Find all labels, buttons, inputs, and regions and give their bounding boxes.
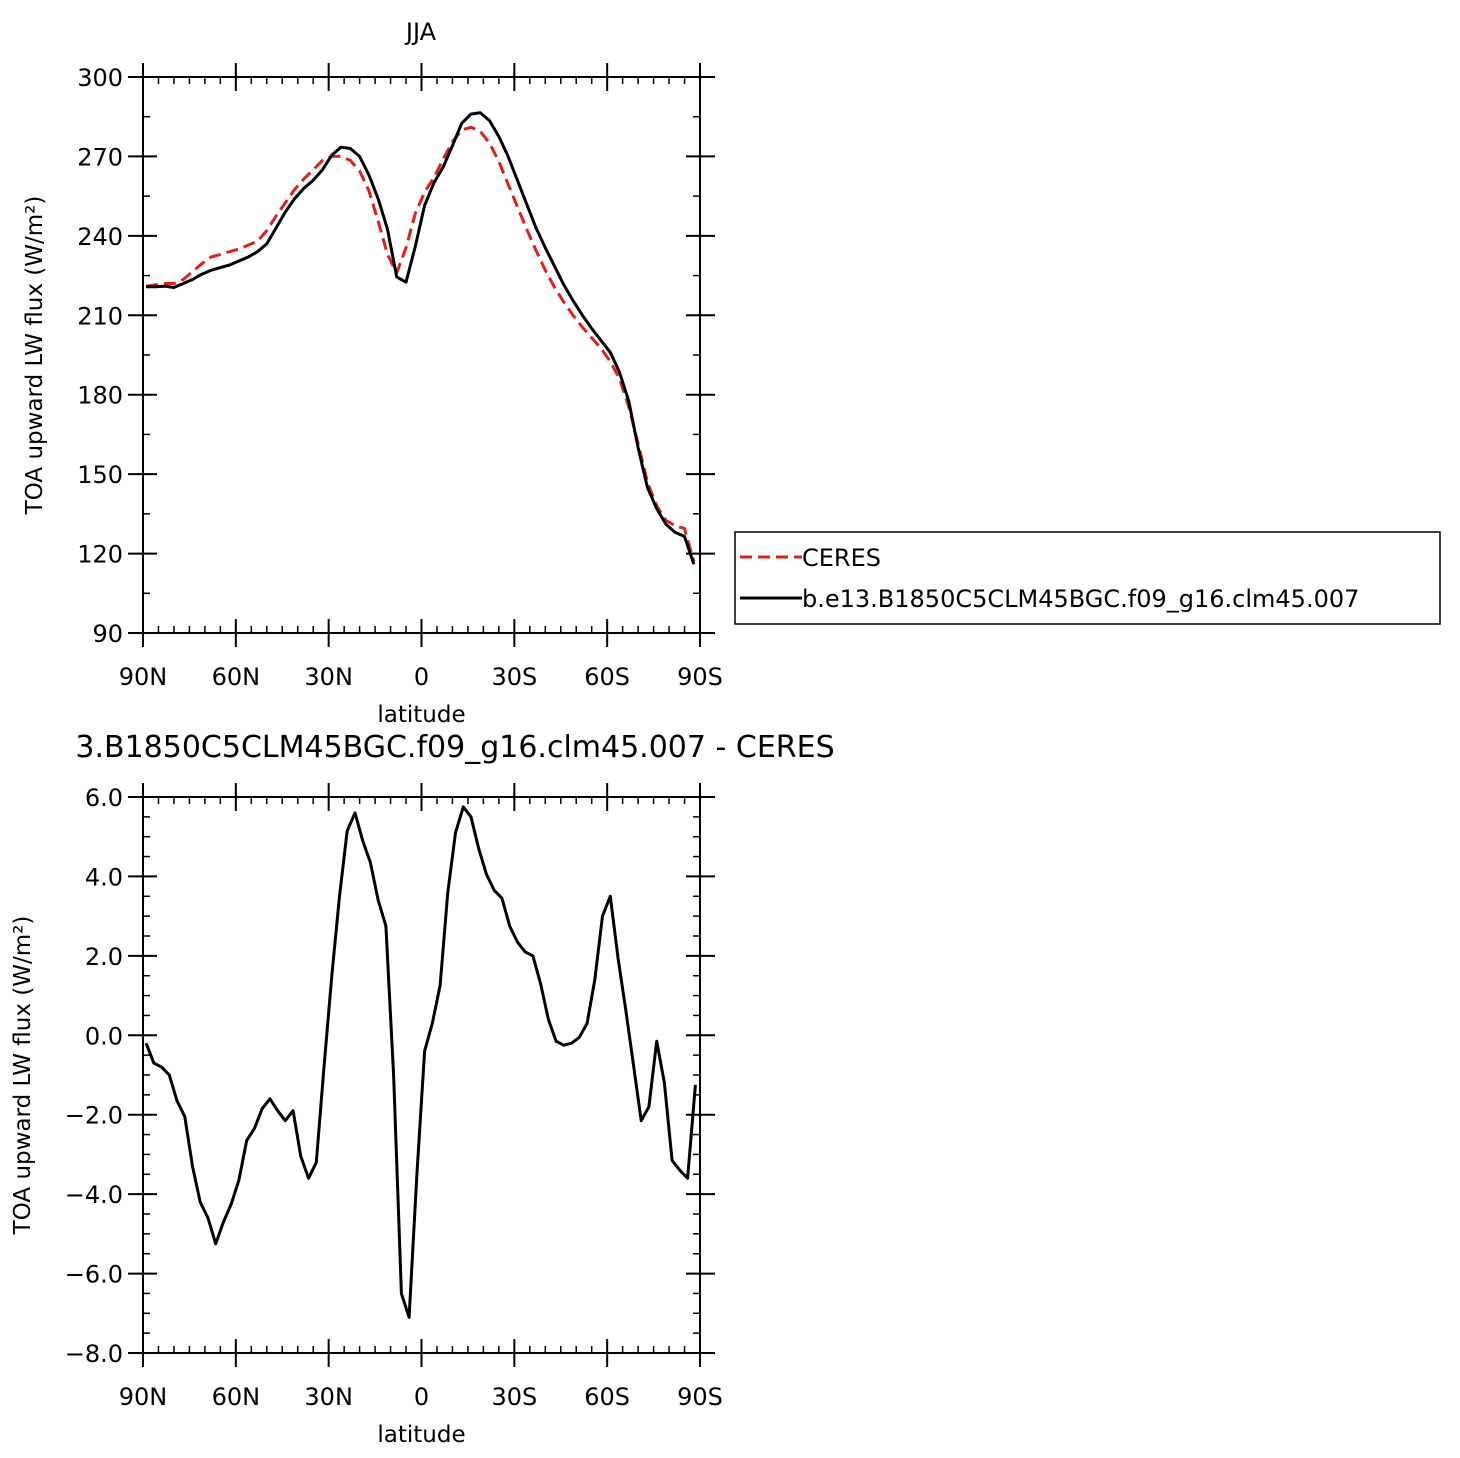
bottom-y-tick-label: −4.0 xyxy=(65,1181,123,1209)
bottom-y-tick-label: −6.0 xyxy=(65,1261,123,1289)
bottom-x-tick-label: 60S xyxy=(584,1383,630,1411)
top-x-tick-label: 90S xyxy=(677,663,723,691)
bottom-x-axis-label: latitude xyxy=(377,1422,465,1448)
bottom-y-tick-label: 6.0 xyxy=(85,784,123,812)
top-panel-jja: JJA 90 120 150 180 210 240 270 300 90N 60N 30N 0 30S 6… xyxy=(22,18,1441,728)
bottom-chart-title: 3.B1850C5CLM45BGC.f09_g16.clm45.007 - CE… xyxy=(75,730,834,765)
top-series-line-1 xyxy=(146,111,696,565)
legend: CERES b.e13.B1850C5CLM45BGC.f09_g16.clm45… xyxy=(734,531,1441,625)
bottom-y-tick-label: 2.0 xyxy=(85,943,123,971)
bottom-y-tick-label: −2.0 xyxy=(65,1102,123,1130)
top-x-tick-label: 90N xyxy=(119,663,168,691)
top-series-line-0 xyxy=(145,125,696,562)
legend-label-1: b.e13.B1850C5CLM45BGC.f09_g16.clm45.007 xyxy=(802,585,1359,613)
top-y-axis-label: TOA upward LW flux (W/m²) xyxy=(22,196,48,516)
bottom-y-axis-label: TOA upward LW flux (W/m²) xyxy=(10,916,36,1236)
top-y-tick-label: 240 xyxy=(77,223,123,251)
top-y-tick-label: 270 xyxy=(77,143,123,171)
top-chart-title: JJA xyxy=(404,18,437,46)
top-x-tick-label: 0 xyxy=(414,663,429,691)
bottom-panel-difference: 3.B1850C5CLM45BGC.f09_g16.clm45.007 - CE… xyxy=(10,730,835,1448)
top-x-axis-label: latitude xyxy=(377,702,465,728)
legend-box xyxy=(734,531,1441,625)
top-x-tick-label: 30N xyxy=(304,663,353,691)
bottom-series-line-0 xyxy=(144,805,697,1319)
bottom-x-tick-label: 90N xyxy=(119,1383,168,1411)
bottom-x-tick-label: 90S xyxy=(677,1383,723,1411)
legend-label-0: CERES xyxy=(802,544,881,572)
top-x-tick-label: 30S xyxy=(491,663,537,691)
bottom-x-tick-label: 30N xyxy=(304,1383,353,1411)
top-y-tick-label: 210 xyxy=(77,302,123,330)
top-y-tick-label: 120 xyxy=(77,541,123,569)
bottom-plot-frame xyxy=(142,796,701,1354)
bottom-y-tick-label: 4.0 xyxy=(85,863,123,891)
top-x-tick-label: 60N xyxy=(212,663,261,691)
bottom-x-tick-label: 30S xyxy=(491,1383,537,1411)
bottom-x-tick-label: 0 xyxy=(414,1383,429,1411)
top-y-tick-label: 180 xyxy=(77,382,123,410)
bottom-y-tick-label: −8.0 xyxy=(65,1340,123,1368)
bottom-y-tick-label: 0.0 xyxy=(85,1022,123,1050)
top-y-tick-label: 300 xyxy=(77,64,123,92)
top-plot-frame xyxy=(142,76,701,634)
top-x-tick-label: 60S xyxy=(584,663,630,691)
top-y-tick-label: 150 xyxy=(77,461,123,489)
top-y-tick-label: 90 xyxy=(92,620,123,648)
bottom-x-tick-label: 60N xyxy=(212,1383,261,1411)
